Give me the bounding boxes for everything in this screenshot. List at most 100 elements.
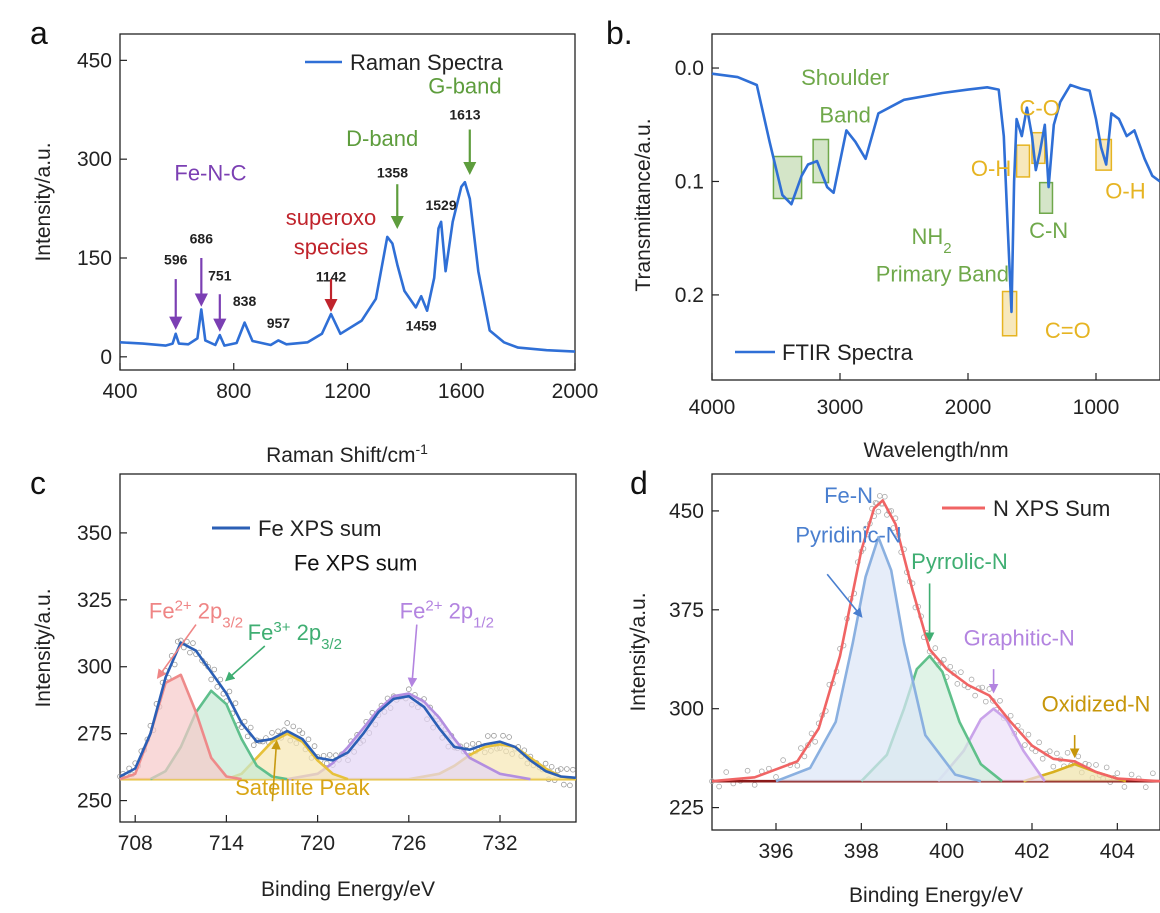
x-tick-label: 1000 [1073, 396, 1120, 419]
y-tick-label: 0.0 [675, 57, 704, 80]
data-point [491, 732, 497, 739]
data-point [972, 692, 978, 699]
data-point [932, 645, 939, 651]
y-tick-label: 300 [77, 148, 112, 171]
data-point [485, 733, 491, 739]
x-tick-label: 1200 [324, 380, 371, 403]
data-point [299, 730, 306, 736]
data-point [247, 724, 254, 731]
peak-label: 1529 [425, 197, 456, 213]
data-point [954, 681, 961, 687]
data-point [723, 769, 730, 775]
data-point [561, 781, 567, 788]
x-tick-label: 3000 [817, 396, 864, 419]
annotation: C-N [1029, 218, 1068, 243]
data-point [1007, 712, 1014, 719]
series-fill [287, 693, 531, 780]
panel-c-frame [119, 473, 577, 823]
y-tick-label: 375 [669, 599, 704, 622]
data-point [542, 760, 549, 767]
panel-c: c Binding Energy/eV Intensity/a.u. 708 71… [30, 465, 577, 901]
x-tick-label: 1600 [438, 380, 485, 403]
data-point [311, 743, 318, 749]
data-point [214, 684, 221, 690]
y-tick-label: 450 [669, 500, 704, 523]
data-point [773, 774, 779, 780]
panel-c-xlabel: Binding Energy/eV [261, 878, 435, 901]
data-point [506, 734, 512, 740]
panel-d: d Binding Energy/eV Intensity/a.u. 396 39… [627, 465, 1160, 907]
arrow [156, 624, 197, 680]
annotation: Fe3+ 2p3/2 [248, 618, 342, 652]
arrow [826, 573, 863, 618]
data-point [226, 688, 233, 695]
arrow [271, 739, 281, 802]
data-point [500, 732, 506, 739]
y-tick-label: 150 [77, 247, 112, 270]
peak-label: 1613 [449, 107, 480, 123]
series-fill [776, 537, 981, 782]
annotation: D-band [346, 126, 418, 151]
legend-label: N XPS Sum [993, 496, 1110, 521]
data-point [190, 640, 196, 646]
data-point [1128, 771, 1135, 778]
panel-label-d: d [630, 465, 648, 501]
panel-d-xlabel: Binding Energy/eV [849, 884, 1023, 907]
data-point [548, 764, 555, 770]
y-tick-label: 275 [77, 723, 112, 746]
panel-b-xlabel: Wavelength/nm [863, 439, 1008, 462]
panel-a-xlabel: Raman Shift/cm-1 [266, 441, 428, 467]
annotation: O-H [971, 156, 1011, 181]
data-point [1050, 763, 1057, 770]
x-tick-label: 400 [929, 840, 964, 863]
annotation: NH2 [911, 224, 951, 256]
data-point [997, 697, 1003, 704]
annotation: superoxo [286, 205, 377, 230]
peak-label: 1459 [406, 317, 437, 333]
data-point [290, 723, 297, 730]
annotation: Fe2+ 2p1/2 [400, 597, 494, 631]
data-point [979, 684, 986, 691]
data-point [716, 783, 722, 790]
annotation: Fe-N-C [174, 160, 246, 185]
series-line [119, 180, 576, 353]
panel-b-frame [711, 33, 1160, 381]
data-point [211, 666, 218, 673]
data-point [284, 720, 291, 726]
data-point [1046, 748, 1053, 754]
annotation: Primary Band [876, 261, 1009, 286]
y-tick-label: 225 [669, 797, 704, 820]
data-point [567, 782, 573, 789]
data-point [1064, 749, 1071, 756]
x-tick-label: 404 [1100, 840, 1135, 863]
annotation: Fe2+ 2p3/2 [149, 597, 243, 631]
annotation: Band [819, 102, 870, 127]
arrow [224, 645, 266, 682]
data-point [941, 656, 947, 663]
data-point [250, 742, 257, 748]
panel-a: a Raman Shift/cm-1 Intensity/a.u. 400 800… [30, 15, 598, 467]
data-point [812, 738, 818, 745]
data-point [269, 730, 275, 736]
annotation: Fe XPS sum [294, 550, 417, 575]
annotation: Oxidized-N [1042, 691, 1151, 716]
annotation: O-H [1105, 178, 1145, 203]
peak-label: 1142 [316, 269, 347, 285]
x-tick-label: 714 [209, 832, 244, 855]
x-tick-label: 4000 [689, 396, 736, 419]
y-tick-label: 450 [77, 49, 112, 72]
x-tick-label: 720 [300, 832, 335, 855]
y-tick-label: 0 [100, 346, 112, 369]
x-tick-label: 726 [391, 832, 426, 855]
series-line [119, 673, 242, 781]
y-tick-label: 250 [77, 790, 112, 813]
peak-label: 686 [190, 231, 214, 247]
data-point [570, 766, 576, 773]
panel-c-ylabel: Intensity/a.u. [32, 588, 55, 707]
arrow [407, 624, 418, 688]
peak-label: 1358 [377, 165, 408, 181]
data-point [1103, 764, 1110, 771]
data-point [938, 659, 944, 666]
annotation: Pyrrolic-N [911, 549, 1008, 574]
y-tick-label: 325 [77, 589, 112, 612]
